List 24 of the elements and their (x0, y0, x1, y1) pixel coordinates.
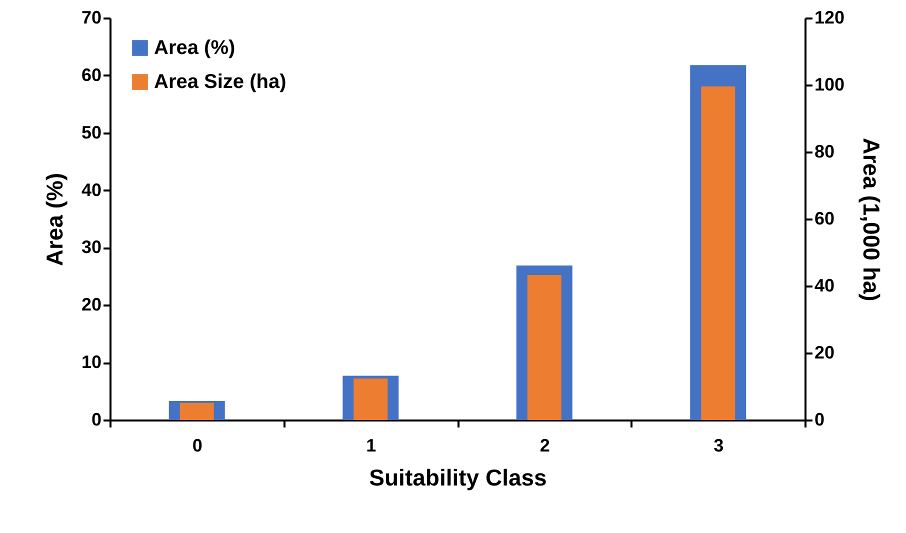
x-tick-label: 0 (192, 436, 202, 456)
y2-tick-label: 120 (814, 8, 845, 28)
legend-label: Area (%) (154, 37, 236, 59)
x-tick-label: 2 (540, 436, 550, 456)
y-tick-label: 70 (81, 8, 102, 28)
y2-tick-label: 20 (814, 342, 835, 362)
y-tick-label: 0 (91, 410, 102, 430)
x-tick-label: 3 (714, 436, 724, 456)
y-axis-title: Area (%) (41, 172, 68, 266)
y-tick-label: 50 (81, 122, 102, 142)
y-tick-label: 40 (81, 180, 102, 200)
y2-tick-label: 0 (814, 410, 825, 430)
y2-tick-label: 80 (814, 142, 835, 162)
x-axis-title: Suitability Class (369, 464, 547, 490)
y-tick-label: 30 (81, 237, 102, 258)
x-tick-label: 1 (366, 436, 376, 456)
y2-tick-label: 60 (814, 208, 835, 228)
y-tick-label: 20 (81, 294, 102, 315)
y2-tick-label: 100 (814, 74, 845, 94)
y2-tick-label: 40 (814, 276, 835, 296)
y-tick-label: 60 (81, 64, 102, 85)
y-tick-label: 10 (81, 352, 102, 372)
legend-label: Area Size (ha) (154, 71, 286, 93)
y2-axis-title: Area (1,000 ha) (858, 138, 885, 302)
